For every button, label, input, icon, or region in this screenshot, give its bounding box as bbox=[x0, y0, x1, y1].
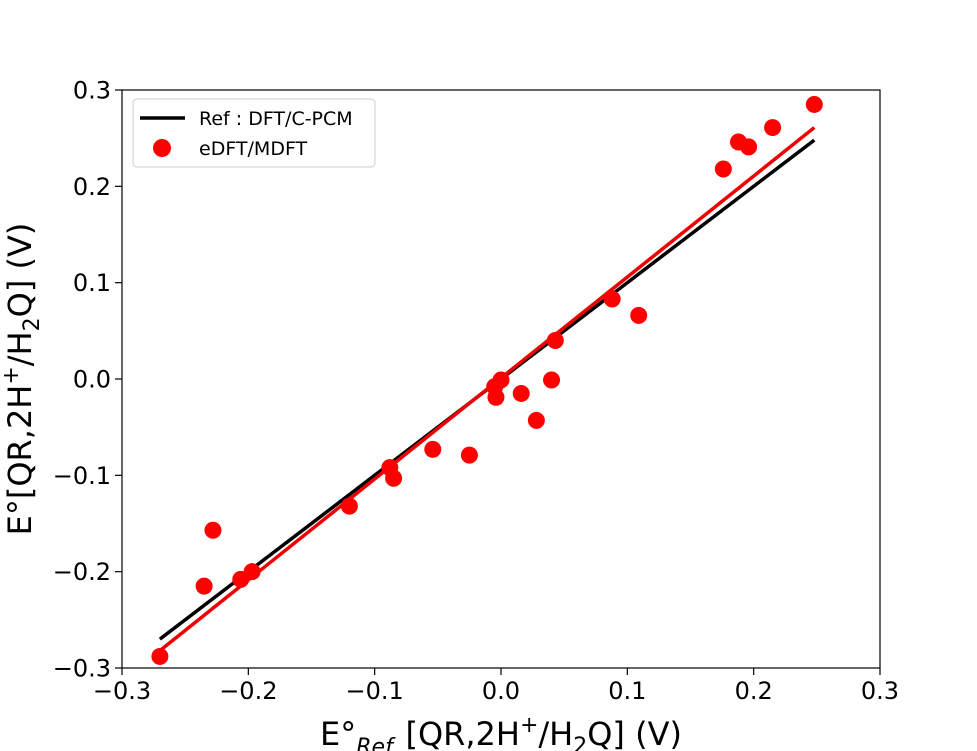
legend-points-swatch bbox=[153, 139, 171, 157]
data-point bbox=[527, 411, 545, 429]
data-point bbox=[546, 331, 564, 349]
data-point bbox=[385, 469, 403, 487]
y-tick-label: 0.2 bbox=[73, 173, 111, 201]
legend: Ref : DFT/C-PCM eDFT/MDFT bbox=[132, 98, 376, 168]
data-point bbox=[340, 497, 358, 515]
y-tick-label: −0.1 bbox=[53, 462, 111, 490]
y-tick-label: 0.1 bbox=[73, 269, 111, 297]
data-point bbox=[195, 577, 213, 595]
data-point bbox=[630, 306, 648, 324]
x-tick-label: 0.2 bbox=[735, 677, 773, 705]
x-tick-label: −0.2 bbox=[219, 677, 277, 705]
data-point bbox=[424, 440, 442, 458]
data-point bbox=[151, 647, 169, 665]
y-tick-label: −0.2 bbox=[53, 558, 111, 586]
legend-box bbox=[132, 98, 376, 168]
data-point bbox=[603, 290, 621, 308]
data-point bbox=[487, 388, 505, 406]
y-axis-label: E°[QR,2H+/H2Q] (V) bbox=[0, 223, 45, 536]
data-point bbox=[543, 371, 561, 389]
x-axis-label: E°Ref. [QR,2H+/H2Q] (V) bbox=[320, 713, 682, 751]
legend-ref-label: Ref : DFT/C-PCM bbox=[199, 108, 353, 130]
data-point bbox=[714, 160, 732, 178]
data-point bbox=[764, 119, 782, 137]
data-point bbox=[492, 371, 510, 389]
ticks-layer: −0.3 −0.2 −0.1 0.0 0.1 0.2 0.3 −0.3 −0.2 −0.1 0.0 0… bbox=[53, 77, 899, 706]
data-point bbox=[512, 384, 530, 402]
x-tick-label: 0.3 bbox=[861, 677, 899, 705]
y-tick-label: 0.3 bbox=[73, 77, 111, 105]
y-tick-label: 0.0 bbox=[73, 366, 111, 394]
x-tick-label: 0.0 bbox=[482, 677, 520, 705]
x-tick-label: −0.1 bbox=[346, 677, 404, 705]
data-point bbox=[204, 521, 222, 539]
legend-points-label: eDFT/MDFT bbox=[199, 138, 308, 160]
points-layer bbox=[151, 95, 823, 665]
y-tick-label: −0.3 bbox=[53, 655, 111, 683]
data-point bbox=[243, 563, 261, 581]
data-point bbox=[805, 95, 823, 113]
data-point bbox=[740, 138, 758, 156]
x-tick-label: 0.1 bbox=[608, 677, 646, 705]
x-tick-label: −0.3 bbox=[93, 677, 151, 705]
data-point bbox=[460, 446, 478, 464]
